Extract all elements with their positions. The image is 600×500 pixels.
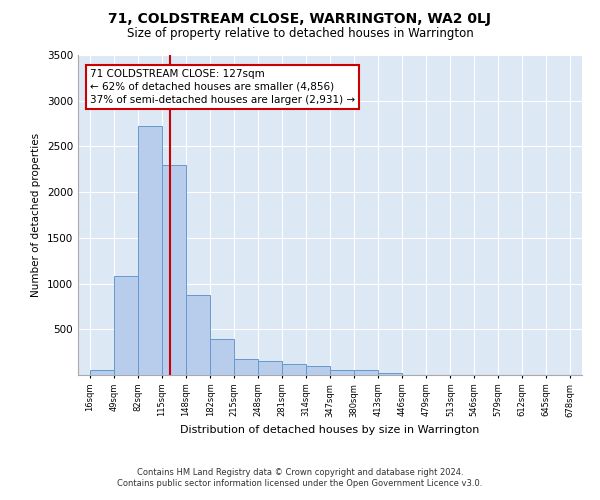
Bar bbox=[211, 340, 234, 375]
Bar bbox=[330, 370, 354, 375]
Bar bbox=[306, 366, 330, 375]
Text: 71, COLDSTREAM CLOSE, WARRINGTON, WA2 0LJ: 71, COLDSTREAM CLOSE, WARRINGTON, WA2 0L… bbox=[109, 12, 491, 26]
Bar bbox=[185, 294, 209, 375]
Bar bbox=[282, 364, 306, 375]
Bar bbox=[162, 164, 185, 375]
Bar bbox=[258, 362, 282, 375]
Bar bbox=[378, 373, 402, 375]
Text: Size of property relative to detached houses in Warrington: Size of property relative to detached ho… bbox=[127, 28, 473, 40]
Text: Contains HM Land Registry data © Crown copyright and database right 2024.
Contai: Contains HM Land Registry data © Crown c… bbox=[118, 468, 482, 487]
X-axis label: Distribution of detached houses by size in Warrington: Distribution of detached houses by size … bbox=[181, 425, 479, 435]
Text: 71 COLDSTREAM CLOSE: 127sqm
← 62% of detached houses are smaller (4,856)
37% of : 71 COLDSTREAM CLOSE: 127sqm ← 62% of det… bbox=[90, 68, 355, 105]
Bar bbox=[234, 359, 258, 375]
Bar bbox=[354, 370, 378, 375]
Y-axis label: Number of detached properties: Number of detached properties bbox=[31, 133, 41, 297]
Bar bbox=[90, 370, 114, 375]
Bar bbox=[114, 276, 138, 375]
Bar bbox=[138, 126, 162, 375]
